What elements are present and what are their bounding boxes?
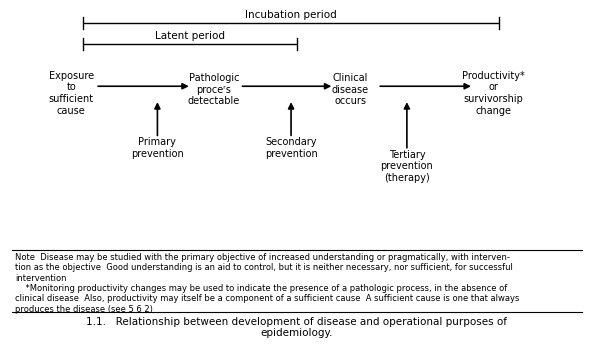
Text: Clinical
disease
occurs: Clinical disease occurs bbox=[332, 73, 369, 106]
Text: Primary
prevention: Primary prevention bbox=[131, 137, 184, 159]
Text: Tertiary
prevention
(therapy): Tertiary prevention (therapy) bbox=[381, 150, 433, 183]
Text: Latent period: Latent period bbox=[155, 31, 225, 41]
Text: Incubation period: Incubation period bbox=[245, 10, 337, 20]
Text: Productivity*
or
survivorship
change: Productivity* or survivorship change bbox=[462, 71, 525, 116]
Text: Secondary
prevention: Secondary prevention bbox=[265, 137, 317, 159]
Text: Pathologic
proceʳs
detectable: Pathologic proceʳs detectable bbox=[188, 73, 240, 106]
Text: 1.1.   Relationship between development of disease and operational purposes of
e: 1.1. Relationship between development of… bbox=[87, 317, 507, 338]
Text: Note  Disease may be studied with the primary objective of increased understandi: Note Disease may be studied with the pri… bbox=[15, 253, 519, 314]
Text: Exposure
to
sufficient
cause: Exposure to sufficient cause bbox=[49, 71, 94, 116]
